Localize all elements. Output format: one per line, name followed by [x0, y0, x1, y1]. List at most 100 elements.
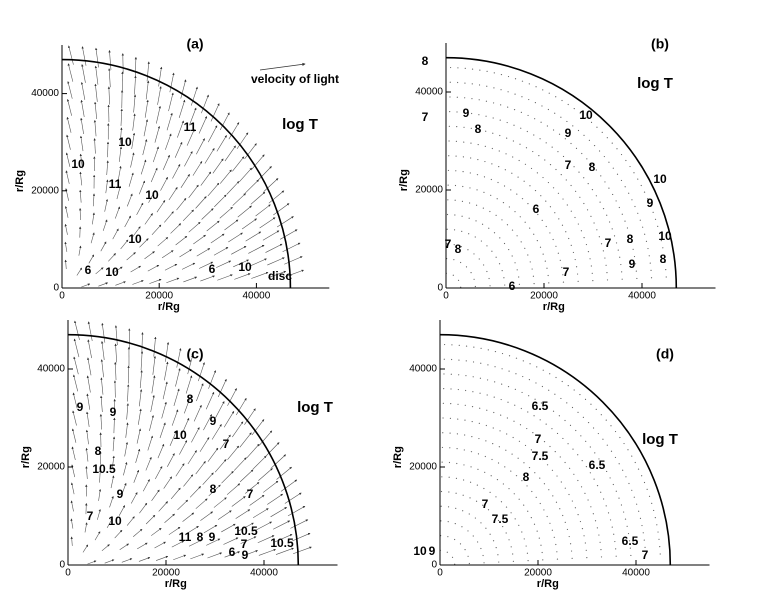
grid-dot — [600, 175, 602, 177]
velocity-vector — [80, 117, 84, 135]
grid-dot — [613, 533, 615, 535]
grid-dot — [525, 147, 528, 149]
grid-dot — [618, 206, 620, 209]
velocity-vector — [66, 116, 72, 133]
grid-dot — [458, 344, 460, 346]
grid-dot — [463, 141, 465, 143]
velocity-vector — [87, 560, 97, 565]
velocity-vector — [250, 191, 266, 205]
y-tick-label: 0 — [431, 560, 437, 571]
grid-dot — [568, 535, 570, 538]
velocity-vector — [183, 396, 191, 414]
annotation: velocity of light — [251, 72, 339, 86]
grid-dot — [456, 126, 458, 128]
grid-dot — [554, 212, 556, 214]
velocity-vector — [73, 338, 80, 358]
grid-dot — [580, 486, 583, 488]
velocity-vector — [208, 484, 221, 497]
grid-dot — [571, 500, 573, 502]
y-tick-label: 40000 — [31, 88, 59, 99]
velocity-vector — [203, 414, 212, 431]
contour-label: 8 — [187, 392, 194, 406]
grid-dot — [598, 458, 600, 460]
grid-dot — [448, 140, 450, 142]
grid-dot — [546, 515, 548, 518]
y-tick-label: 40000 — [37, 364, 65, 375]
grid-dot — [609, 477, 611, 479]
velocity-vector — [193, 404, 202, 422]
grid-dot — [470, 157, 472, 159]
grid-dot — [467, 530, 469, 532]
grid-dot — [468, 202, 471, 204]
grid-dot — [629, 234, 631, 236]
grid-dot — [604, 181, 606, 183]
velocity-vector — [284, 256, 303, 265]
grid-dot — [616, 148, 618, 150]
grid-dot — [523, 538, 525, 540]
contour-label: 7 — [223, 437, 230, 451]
grid-dot — [581, 460, 583, 462]
velocity-vector — [239, 469, 254, 483]
velocity-vector — [95, 47, 99, 68]
grid-dot — [653, 509, 655, 512]
grid-dot — [606, 470, 608, 473]
grid-dot — [534, 118, 536, 120]
domain-boundary — [67, 333, 300, 566]
grid-dot — [484, 455, 486, 458]
grid-dot — [475, 204, 478, 206]
grid-dot — [494, 381, 496, 383]
velocity-vector — [145, 514, 156, 525]
grid-dot — [493, 232, 496, 234]
grid-dot — [632, 248, 634, 250]
grid-dot — [501, 219, 503, 221]
grid-dot — [499, 134, 501, 137]
velocity-vector — [126, 193, 133, 207]
velocity-vector — [80, 81, 86, 100]
velocity-vector — [151, 224, 162, 236]
grid-dot — [514, 388, 516, 390]
grid-dot — [471, 435, 473, 438]
grid-dot — [545, 200, 547, 202]
velocity-vector — [177, 499, 188, 511]
velocity-vector — [184, 151, 193, 167]
velocity-vector — [140, 159, 147, 175]
grid-dot — [530, 449, 532, 451]
x-tick-label: 20000 — [524, 568, 552, 579]
velocity-vector — [210, 233, 225, 244]
contour-label: 9 — [647, 196, 654, 210]
grid-dot — [510, 512, 512, 514]
grid-dot — [660, 239, 662, 242]
velocity-vector — [137, 542, 148, 550]
contour-label: 10 — [413, 544, 427, 558]
grid-dot — [510, 470, 512, 472]
grid-dot — [591, 272, 593, 274]
grid-dot — [614, 430, 617, 433]
grid-dot — [519, 216, 521, 218]
grid-dot — [528, 98, 530, 101]
grid-dot — [489, 491, 491, 494]
velocity-vector — [174, 141, 183, 158]
grid-dot — [447, 184, 449, 186]
grid-dot — [473, 253, 475, 255]
grid-dot — [650, 269, 652, 271]
contour-label: 7 — [247, 487, 254, 501]
grid-dot — [570, 244, 572, 247]
velocity-vector — [171, 540, 185, 548]
contour-label: 7 — [605, 236, 612, 250]
grid-dot — [507, 75, 510, 78]
grid-dot — [484, 145, 486, 147]
velocity-vector — [238, 167, 252, 183]
grid-dot — [539, 419, 541, 421]
grid-dot — [452, 274, 454, 276]
contour-label: 6.5 — [622, 534, 639, 548]
grid-dot — [585, 549, 587, 551]
grid-dot — [619, 256, 621, 258]
velocity-vector — [114, 325, 118, 346]
grid-dot — [561, 224, 564, 226]
velocity-vector — [251, 271, 269, 279]
velocity-vector — [72, 410, 77, 426]
velocity-vector — [219, 206, 233, 219]
grid-dot — [496, 479, 499, 481]
velocity-vector — [162, 381, 168, 400]
